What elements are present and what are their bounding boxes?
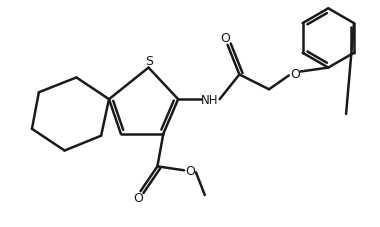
Text: O: O <box>134 192 144 205</box>
Text: O: O <box>185 164 195 177</box>
Text: O: O <box>221 32 231 45</box>
Text: O: O <box>290 68 300 81</box>
Text: S: S <box>146 55 154 68</box>
Text: NH: NH <box>201 93 218 106</box>
